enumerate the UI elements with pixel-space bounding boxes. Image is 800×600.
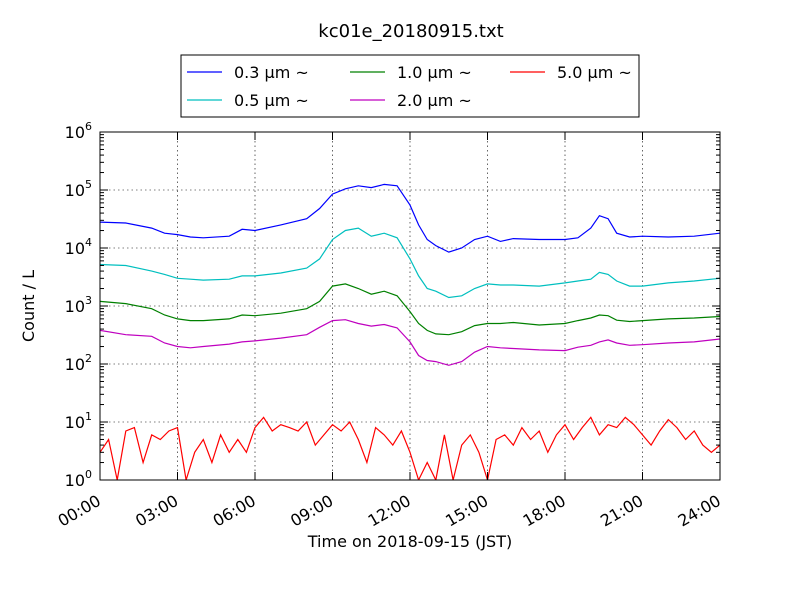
y-tick-label: 101: [65, 410, 92, 432]
x-tick-label: 21:00: [597, 491, 646, 531]
x-axis-label: Time on 2018-09-15 (JST): [307, 532, 512, 551]
x-tick-label: 24:00: [675, 491, 724, 531]
gridlines: [100, 132, 720, 480]
x-tick-label: 06:00: [210, 491, 259, 531]
y-tick-label: 104: [65, 236, 92, 258]
plot-series: [100, 183, 720, 480]
legend-label: 0.5 μm ~: [234, 91, 309, 110]
plot-frame: [99, 131, 721, 481]
x-tick-labels: 00:00 03:00 06:00 09:00 12:00 15:00 18:00 21:00…: [55, 491, 724, 531]
series-2: [100, 227, 720, 299]
series-line: [100, 227, 720, 299]
legend-label: 5.0 μm ~: [557, 63, 632, 82]
series-1: [100, 183, 720, 253]
legend: 0.3 μm ~ 0.5 μm ~ 1.0 μm ~ 2.0 μm ~ 5.0 μm ~: [180, 54, 640, 118]
x-tick-label: 09:00: [287, 491, 336, 531]
legend-label: 0.3 μm ~: [234, 63, 309, 82]
y-tick-label: 106: [65, 120, 92, 142]
y-tick-label: 100: [65, 468, 92, 490]
legend-frame: [180, 54, 640, 118]
series-4: [100, 319, 720, 366]
x-tick-label: 12:00: [365, 491, 414, 531]
y-tick-label: 105: [65, 178, 92, 200]
series-3: [100, 283, 720, 336]
series-line: [100, 319, 720, 366]
legend-label: 2.0 μm ~: [397, 91, 472, 110]
x-tick-label: 15:00: [442, 491, 491, 531]
chart-title: kc01e_20180915.txt: [318, 21, 503, 42]
x-tick-label: 03:00: [132, 491, 181, 531]
x-tick-label: 00:00: [55, 491, 104, 531]
series-line: [100, 416, 720, 480]
y-axis-label: Count / L: [19, 270, 38, 342]
series-line: [100, 283, 720, 336]
legend-label: 1.0 μm ~: [397, 63, 472, 82]
y-tick-labels: 100 101 102 103 104 105 106: [65, 120, 92, 490]
series-5: [100, 416, 720, 480]
y-tick-label: 102: [65, 352, 92, 374]
series-line: [100, 183, 720, 253]
y-tick-label: 103: [65, 294, 92, 316]
x-tick-label: 18:00: [520, 491, 569, 531]
